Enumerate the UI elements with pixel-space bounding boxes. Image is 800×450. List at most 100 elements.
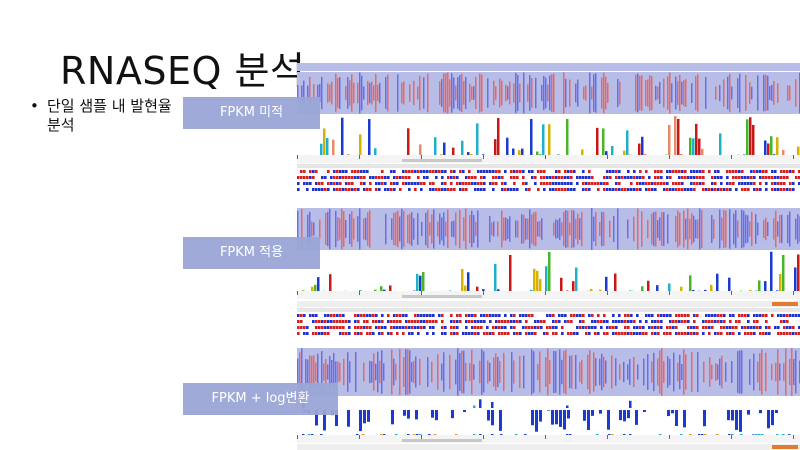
read-mark: [683, 210, 685, 248]
gene-mark: [378, 176, 381, 179]
gene-mark: [714, 170, 717, 173]
expression-bar: [509, 255, 512, 291]
gene-mark: [351, 188, 354, 191]
gene-mark: [621, 188, 624, 191]
gene-mark: [450, 182, 453, 185]
read-mark: [493, 357, 495, 387]
gene-mark: [327, 182, 330, 185]
read-mark: [753, 353, 755, 391]
ruler-tick: [731, 291, 732, 295]
read-mark: [553, 73, 555, 113]
read-mark: [559, 349, 561, 395]
read-mark: [365, 217, 367, 241]
gene-mark: [321, 188, 324, 191]
gene-mark: [636, 182, 639, 185]
gene-mark: [708, 332, 711, 335]
gene-mark: [633, 176, 636, 179]
expression-bar: [407, 128, 410, 155]
read-mark: [327, 211, 329, 247]
read-mark: [333, 352, 335, 392]
expression-bar: [698, 138, 701, 155]
gene-mark: [321, 332, 324, 335]
gene-mark: [597, 320, 600, 323]
gene-mark: [342, 176, 345, 179]
gene-mark: [543, 170, 546, 173]
gene-mark: [453, 326, 456, 329]
gene-mark: [783, 182, 786, 185]
read-mark: [379, 360, 381, 384]
gene-mark: [357, 188, 360, 191]
read-mark: [533, 351, 535, 393]
gene-mark: [375, 320, 378, 323]
gene-mark: [723, 314, 726, 317]
expression-bar: [314, 284, 317, 291]
read-mark: [695, 219, 697, 239]
gene-mark: [408, 332, 411, 335]
read-mark: [331, 359, 333, 385]
read-mark: [591, 86, 593, 100]
read-mark: [499, 360, 501, 384]
gene-mark: [528, 170, 531, 173]
gene-mark: [402, 326, 405, 329]
gene-mark: [318, 326, 321, 329]
read-mark: [577, 79, 579, 107]
gene-mark: [696, 170, 699, 173]
read-mark: [473, 215, 475, 243]
read-mark: [313, 222, 315, 236]
gene-mark: [321, 326, 324, 329]
expression-bar: [764, 140, 767, 155]
gene-mark: [300, 176, 303, 179]
log-bar: [391, 410, 394, 425]
gene-mark: [636, 314, 639, 317]
read-mark: [363, 362, 365, 382]
gene-mark: [720, 176, 723, 179]
read-mark: [719, 209, 721, 249]
read-mark: [459, 353, 461, 391]
read-mark: [475, 77, 477, 109]
read-mark: [341, 208, 343, 250]
gene-mark: [438, 170, 441, 173]
expression-bar: [440, 154, 443, 155]
coverage-track-bg: [297, 208, 800, 250]
gene-mark: [402, 176, 405, 179]
read-mark: [297, 358, 299, 386]
gene-mark: [411, 332, 414, 335]
read-mark: [711, 214, 713, 244]
gene-mark: [618, 182, 621, 185]
read-mark: [391, 218, 393, 240]
gene-mark: [630, 332, 633, 335]
gene-mark: [693, 170, 696, 173]
read-mark: [335, 73, 337, 113]
gene-mark: [663, 188, 666, 191]
gene-mark: [510, 188, 513, 191]
gene-mark: [405, 326, 408, 329]
gene-mark: [318, 182, 321, 185]
gene-mark: [648, 176, 651, 179]
read-mark: [539, 220, 541, 238]
gene-mark: [303, 332, 306, 335]
gene-mark: [648, 188, 651, 191]
gene-mark: [477, 326, 480, 329]
gene-mark: [306, 176, 309, 179]
read-mark: [729, 73, 731, 113]
gene-mark: [780, 320, 783, 323]
gene-mark: [357, 170, 360, 173]
gene-mark: [441, 332, 444, 335]
gene-mark: [657, 320, 660, 323]
read-mark: [357, 82, 359, 104]
gene-mark: [627, 314, 630, 317]
read-mark: [649, 75, 651, 111]
log-bar: [535, 410, 538, 432]
gene-mark: [510, 326, 513, 329]
read-mark: [319, 83, 321, 103]
read-mark: [529, 75, 531, 111]
gene-mark: [414, 314, 417, 317]
read-mark: [541, 84, 543, 102]
gene-mark: [618, 188, 621, 191]
read-mark: [657, 220, 659, 238]
gene-mark: [312, 188, 315, 191]
gene-mark: [345, 170, 348, 173]
gene-mark: [342, 320, 345, 323]
gene-mark: [771, 182, 774, 185]
gene-mark: [615, 320, 618, 323]
